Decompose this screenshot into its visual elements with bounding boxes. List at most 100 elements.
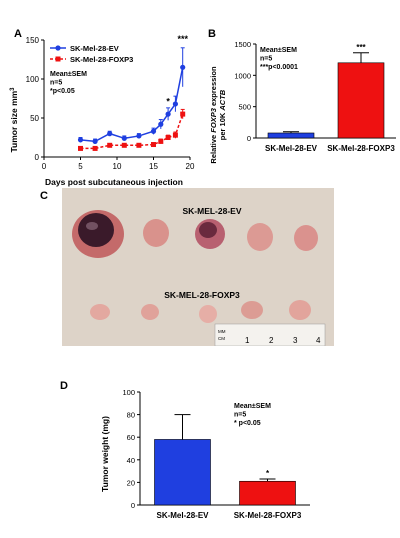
tumor-foxp3-5 bbox=[289, 300, 311, 320]
b-annotation: Mean±SEM n=5***p<0.0001 bbox=[260, 47, 298, 71]
tumor-ev-5 bbox=[294, 225, 318, 251]
tumor-foxp3-3 bbox=[199, 305, 217, 323]
a-point-foxp3 bbox=[165, 135, 171, 140]
bar-y-tick-label: 100 bbox=[122, 388, 135, 397]
bar-category-label: SK-Mel-28-EV bbox=[265, 144, 318, 153]
tumor-photo: SK-MEL-28-EV SK-MEL-28-FOXP3 MM CM 1 2 3… bbox=[62, 188, 334, 346]
legend-marker-ev bbox=[55, 45, 61, 51]
a-point-ev bbox=[180, 64, 186, 70]
b-ylabel2-pre: per 10K bbox=[218, 111, 227, 141]
ruler: MM CM 1 2 3 4 bbox=[214, 323, 326, 346]
bar-y-tick-label: 40 bbox=[127, 456, 135, 465]
bar-2 bbox=[337, 62, 385, 139]
legend-marker-foxp3 bbox=[55, 56, 61, 62]
a-x-tick-label: 15 bbox=[149, 162, 158, 171]
bar-category-label: SK-Mel-28-EV bbox=[156, 511, 209, 520]
ruler-body bbox=[214, 323, 326, 346]
a-y-tick-label: 100 bbox=[26, 75, 40, 84]
a-point-ev bbox=[121, 135, 127, 141]
bar-annotation-line: Mean±SEM bbox=[260, 47, 297, 54]
b-y-axis-label-line1: Relative FOXP3 expression bbox=[209, 66, 218, 164]
legend-label-2: SK-Mel-28-FOXP3 bbox=[70, 55, 133, 64]
bar-annotation-line: n=5 bbox=[260, 56, 272, 63]
a-significance: *** bbox=[177, 34, 188, 44]
a-x-tick-label: 5 bbox=[78, 162, 83, 171]
tumor-foxp3-2 bbox=[141, 304, 159, 320]
bar-y-tick-label: 1500 bbox=[234, 40, 251, 49]
bar-y-tick-label: 1000 bbox=[234, 71, 251, 80]
panel-letter-b: B bbox=[208, 28, 216, 40]
a-y-tick-label: 50 bbox=[30, 114, 39, 123]
tumor-foxp3-1 bbox=[90, 304, 110, 320]
bar-y-tick-label: 60 bbox=[127, 433, 135, 442]
a-legend: SK-Mel-28-EV SK-Mel-28-FOXP3 bbox=[50, 44, 133, 64]
a-annotation-line: n=5 bbox=[50, 80, 62, 87]
bar-annotation-line: * p<0.05 bbox=[234, 420, 261, 427]
a-x-axis-label: Days post subcutaneous injection bbox=[45, 177, 183, 187]
d-plot-area: 0 20 40 60 80 100 SK-Mel-28-EV SK-Mel-28-FOXP3 * bbox=[122, 388, 310, 520]
a-point-foxp3 bbox=[151, 142, 156, 148]
a-x-tick-label: 0 bbox=[42, 162, 47, 171]
a-point-foxp3 bbox=[136, 142, 142, 148]
a-point-foxp3 bbox=[92, 145, 98, 151]
tumor-ev-2 bbox=[143, 219, 169, 247]
a-annotation-line: *p<0.05 bbox=[50, 88, 75, 95]
b-plot-area: 0 500 1000 1500 SK-Mel-28-EV SK-Mel-28-FOXP3 *… bbox=[234, 40, 396, 153]
a-y-tick-label: 150 bbox=[26, 36, 40, 45]
a-point-ev bbox=[107, 131, 113, 137]
a-point-foxp3 bbox=[107, 142, 113, 148]
bar-y-tick-label: 500 bbox=[238, 103, 251, 112]
a-series-line-1 bbox=[80, 67, 184, 143]
ruler-number-1: 1 bbox=[245, 336, 250, 345]
a-x-tick-label: 10 bbox=[113, 162, 122, 171]
a-point-ev bbox=[172, 101, 178, 107]
a-x-tick-label: 20 bbox=[186, 162, 195, 171]
panel-letter-d: D bbox=[60, 380, 68, 392]
a-annotation: Mean±SEM n=5*p<0.05 bbox=[50, 71, 87, 95]
bar-2 bbox=[239, 480, 296, 506]
bar-y-tick-label: 80 bbox=[127, 411, 135, 420]
a-point-ev bbox=[158, 121, 164, 127]
bar-annotation-line: Mean±SEM bbox=[234, 403, 271, 410]
bar-y-tick-label: 0 bbox=[247, 134, 251, 143]
bar-category-label: SK-Mel-28-FOXP3 bbox=[234, 511, 302, 520]
bar-1 bbox=[267, 132, 315, 139]
a-point-ev bbox=[136, 133, 142, 139]
a-point-foxp3 bbox=[180, 111, 186, 117]
tumor-ev-1-dark bbox=[78, 213, 114, 247]
ruler-unit-mm: MM bbox=[218, 329, 226, 334]
d-annotation: Mean±SEM n=5* p<0.05 bbox=[234, 403, 271, 427]
b-ylabel-italic: FOXP3 bbox=[209, 107, 218, 132]
a-y-axis-label-text: Tumor size mm bbox=[9, 90, 19, 152]
a-point-ev bbox=[165, 111, 171, 117]
panel-letter-c: C bbox=[40, 190, 48, 202]
tumor-growth-line-chart: Tumor size mm3 Days post subcutaneous in… bbox=[9, 34, 195, 187]
bar-category-label: SK-Mel-28-FOXP3 bbox=[327, 144, 395, 153]
ev-tumors bbox=[72, 210, 318, 258]
a-annotation-line: Mean±SEM bbox=[50, 71, 87, 78]
bar-y-tick-label: 0 bbox=[131, 501, 135, 510]
a-y-axis-label: Tumor size mm3 bbox=[9, 87, 19, 153]
b-ylabel-post: expression bbox=[209, 66, 218, 108]
b-ylabel-pre: Relative bbox=[209, 133, 218, 164]
a-point-foxp3 bbox=[158, 138, 164, 144]
a-y-axis-label-sup: 3 bbox=[10, 87, 16, 91]
foxp3-tumors bbox=[90, 300, 311, 323]
a-point-ev bbox=[92, 138, 98, 144]
ruler-unit-cm: CM bbox=[218, 336, 225, 341]
b-ylabel2-italic: ACTB bbox=[218, 89, 227, 111]
legend-label-1: SK-Mel-28-EV bbox=[70, 44, 119, 53]
ruler-number-3: 3 bbox=[293, 336, 298, 345]
ruler-number-2: 2 bbox=[269, 336, 274, 345]
tumor-weight-bar-chart: Tumor weight (mg) Mean±SEM n=5* p<0.05 0 2… bbox=[100, 388, 310, 520]
bar-annotation-line: ***p<0.0001 bbox=[260, 64, 298, 71]
tumor-foxp3-4 bbox=[241, 301, 263, 319]
panel-letter-a: A bbox=[14, 28, 22, 40]
tumor-ev-4 bbox=[247, 223, 273, 251]
photo-label-ev: SK-MEL-28-EV bbox=[182, 206, 241, 216]
a-significance: * bbox=[166, 96, 170, 106]
a-point-ev bbox=[150, 128, 157, 134]
bar-significance: *** bbox=[356, 43, 366, 52]
a-point-foxp3 bbox=[121, 142, 127, 148]
a-point-foxp3 bbox=[78, 145, 83, 151]
